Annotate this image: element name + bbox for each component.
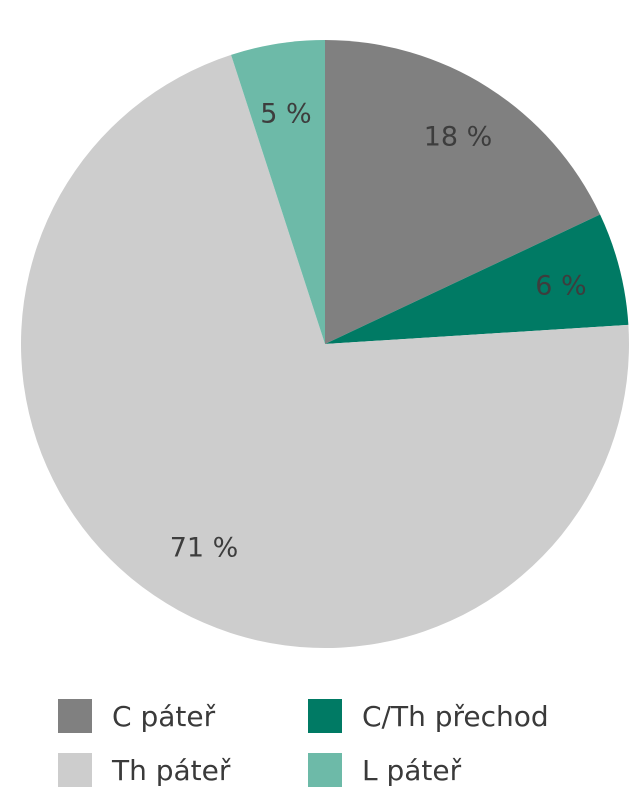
- pie-slice-th-pater: [21, 54, 630, 649]
- legend-item-c-th-prechod: C/Th přechod: [308, 698, 608, 734]
- pie-slice-c-th-prechod: [325, 214, 629, 344]
- legend-swatch-c-th-prechod: [308, 699, 342, 733]
- legend-item-c-pater: C páteř: [58, 698, 308, 734]
- legend-label-c-th-prechod: C/Th přechod: [362, 699, 549, 733]
- legend-swatch-l-pater: [308, 753, 342, 787]
- slice-label-l-pater: 5 %: [260, 99, 311, 130]
- legend-label-l-pater: L páteř: [362, 753, 462, 787]
- pie-slice-l-pater: [231, 40, 325, 344]
- legend-swatch-c-pater: [58, 699, 92, 733]
- slice-label-c-pater: 18 %: [424, 122, 493, 153]
- legend-item-th-pater: Th páteř: [58, 752, 308, 788]
- pie-slice-c-pater: [325, 40, 601, 344]
- pie-chart: 18 % 6 % 71 % 5 %: [21, 40, 630, 649]
- legend-swatch-th-pater: [58, 753, 92, 787]
- chart-legend: C páteř C/Th přechod Th páteř L páteř: [58, 698, 618, 788]
- legend-label-th-pater: Th páteř: [112, 753, 231, 787]
- legend-item-l-pater: L páteř: [308, 752, 608, 788]
- legend-label-c-pater: C páteř: [112, 699, 216, 733]
- slice-label-th-pater: 71 %: [170, 533, 239, 564]
- slice-label-c-th-prechod: 6 %: [535, 271, 586, 302]
